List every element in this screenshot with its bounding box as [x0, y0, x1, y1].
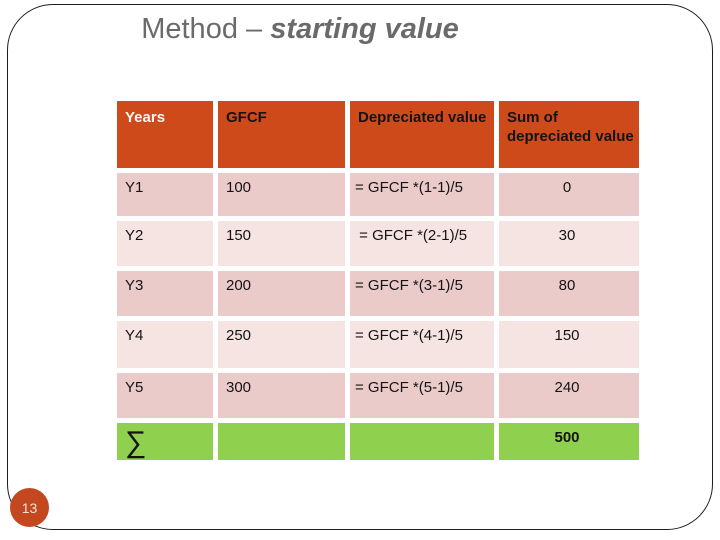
- cell-year: Y5: [117, 373, 213, 418]
- cell-year: Y3: [117, 271, 213, 316]
- col-header-years: Years: [117, 101, 213, 168]
- title-prefix: Method –: [141, 13, 271, 45]
- page-number-badge: 13: [10, 488, 49, 527]
- cell-formula: = GFCF *(3-1)/5: [350, 271, 494, 316]
- cell-formula: = GFCF *(4-1)/5: [350, 321, 494, 368]
- cell-sum: 0: [499, 173, 639, 216]
- cell-formula: = GFCF *(1-1)/5: [350, 173, 494, 216]
- cell-sum: 150: [499, 321, 639, 368]
- slide-frame-border: [7, 4, 713, 530]
- cell-year: Y4: [117, 321, 213, 368]
- title-emphasis: starting value: [270, 13, 459, 45]
- slide-title: Method – starting value: [0, 13, 600, 46]
- cell-gfcf: 200: [218, 271, 345, 316]
- cell-formula: = GFCF *(5-1)/5: [350, 373, 494, 418]
- total-row-empty-cell: [350, 423, 494, 460]
- total-row-empty-cell: [218, 423, 345, 460]
- cell-year: Y2: [117, 221, 213, 266]
- cell-formula: = GFCF *(2-1)/5: [350, 221, 494, 266]
- cell-gfcf: 300: [218, 373, 345, 418]
- col-header-depreciated-value: Depreciated value: [350, 101, 494, 168]
- cell-sum: 80: [499, 271, 639, 316]
- total-sum: 500: [499, 423, 639, 460]
- cell-gfcf: 250: [218, 321, 345, 368]
- cell-year: Y1: [117, 173, 213, 216]
- cell-sum: 240: [499, 373, 639, 418]
- col-header-sum: Sum of depreciated value: [499, 101, 639, 168]
- depreciation-table: Years GFCF Depreciated value Sum of depr…: [117, 101, 639, 460]
- sum-symbol: ∑: [117, 423, 213, 460]
- col-header-gfcf: GFCF: [218, 101, 345, 168]
- cell-gfcf: 100: [218, 173, 345, 216]
- cell-gfcf: 150: [218, 221, 345, 266]
- page-number: 13: [21, 499, 38, 516]
- cell-sum: 30: [499, 221, 639, 266]
